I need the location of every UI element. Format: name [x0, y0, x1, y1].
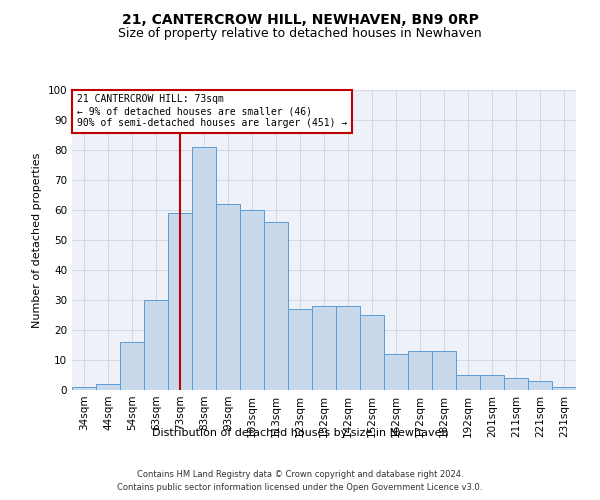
Bar	[72, 387, 96, 390]
Bar	[528, 381, 552, 390]
Bar	[120, 342, 144, 390]
Text: Contains HM Land Registry data © Crown copyright and database right 2024.: Contains HM Land Registry data © Crown c…	[137, 470, 463, 479]
Bar	[456, 375, 480, 390]
Bar	[192, 147, 216, 390]
Bar	[288, 309, 312, 390]
Bar	[408, 351, 432, 390]
Y-axis label: Number of detached properties: Number of detached properties	[32, 152, 42, 328]
Bar	[552, 387, 576, 390]
Bar	[312, 306, 336, 390]
Text: 21 CANTERCROW HILL: 73sqm
← 9% of detached houses are smaller (46)
90% of semi-d: 21 CANTERCROW HILL: 73sqm ← 9% of detach…	[77, 94, 347, 128]
Text: Size of property relative to detached houses in Newhaven: Size of property relative to detached ho…	[118, 28, 482, 40]
Bar	[336, 306, 360, 390]
Text: Contains public sector information licensed under the Open Government Licence v3: Contains public sector information licen…	[118, 482, 482, 492]
Bar	[360, 315, 384, 390]
Bar	[384, 354, 408, 390]
Bar	[504, 378, 528, 390]
Bar	[144, 300, 168, 390]
Bar	[264, 222, 288, 390]
Bar	[96, 384, 120, 390]
Bar	[240, 210, 264, 390]
Bar	[216, 204, 240, 390]
Bar	[432, 351, 456, 390]
Text: Distribution of detached houses by size in Newhaven: Distribution of detached houses by size …	[152, 428, 448, 438]
Bar	[168, 213, 192, 390]
Bar	[480, 375, 504, 390]
Text: 21, CANTERCROW HILL, NEWHAVEN, BN9 0RP: 21, CANTERCROW HILL, NEWHAVEN, BN9 0RP	[122, 12, 478, 26]
